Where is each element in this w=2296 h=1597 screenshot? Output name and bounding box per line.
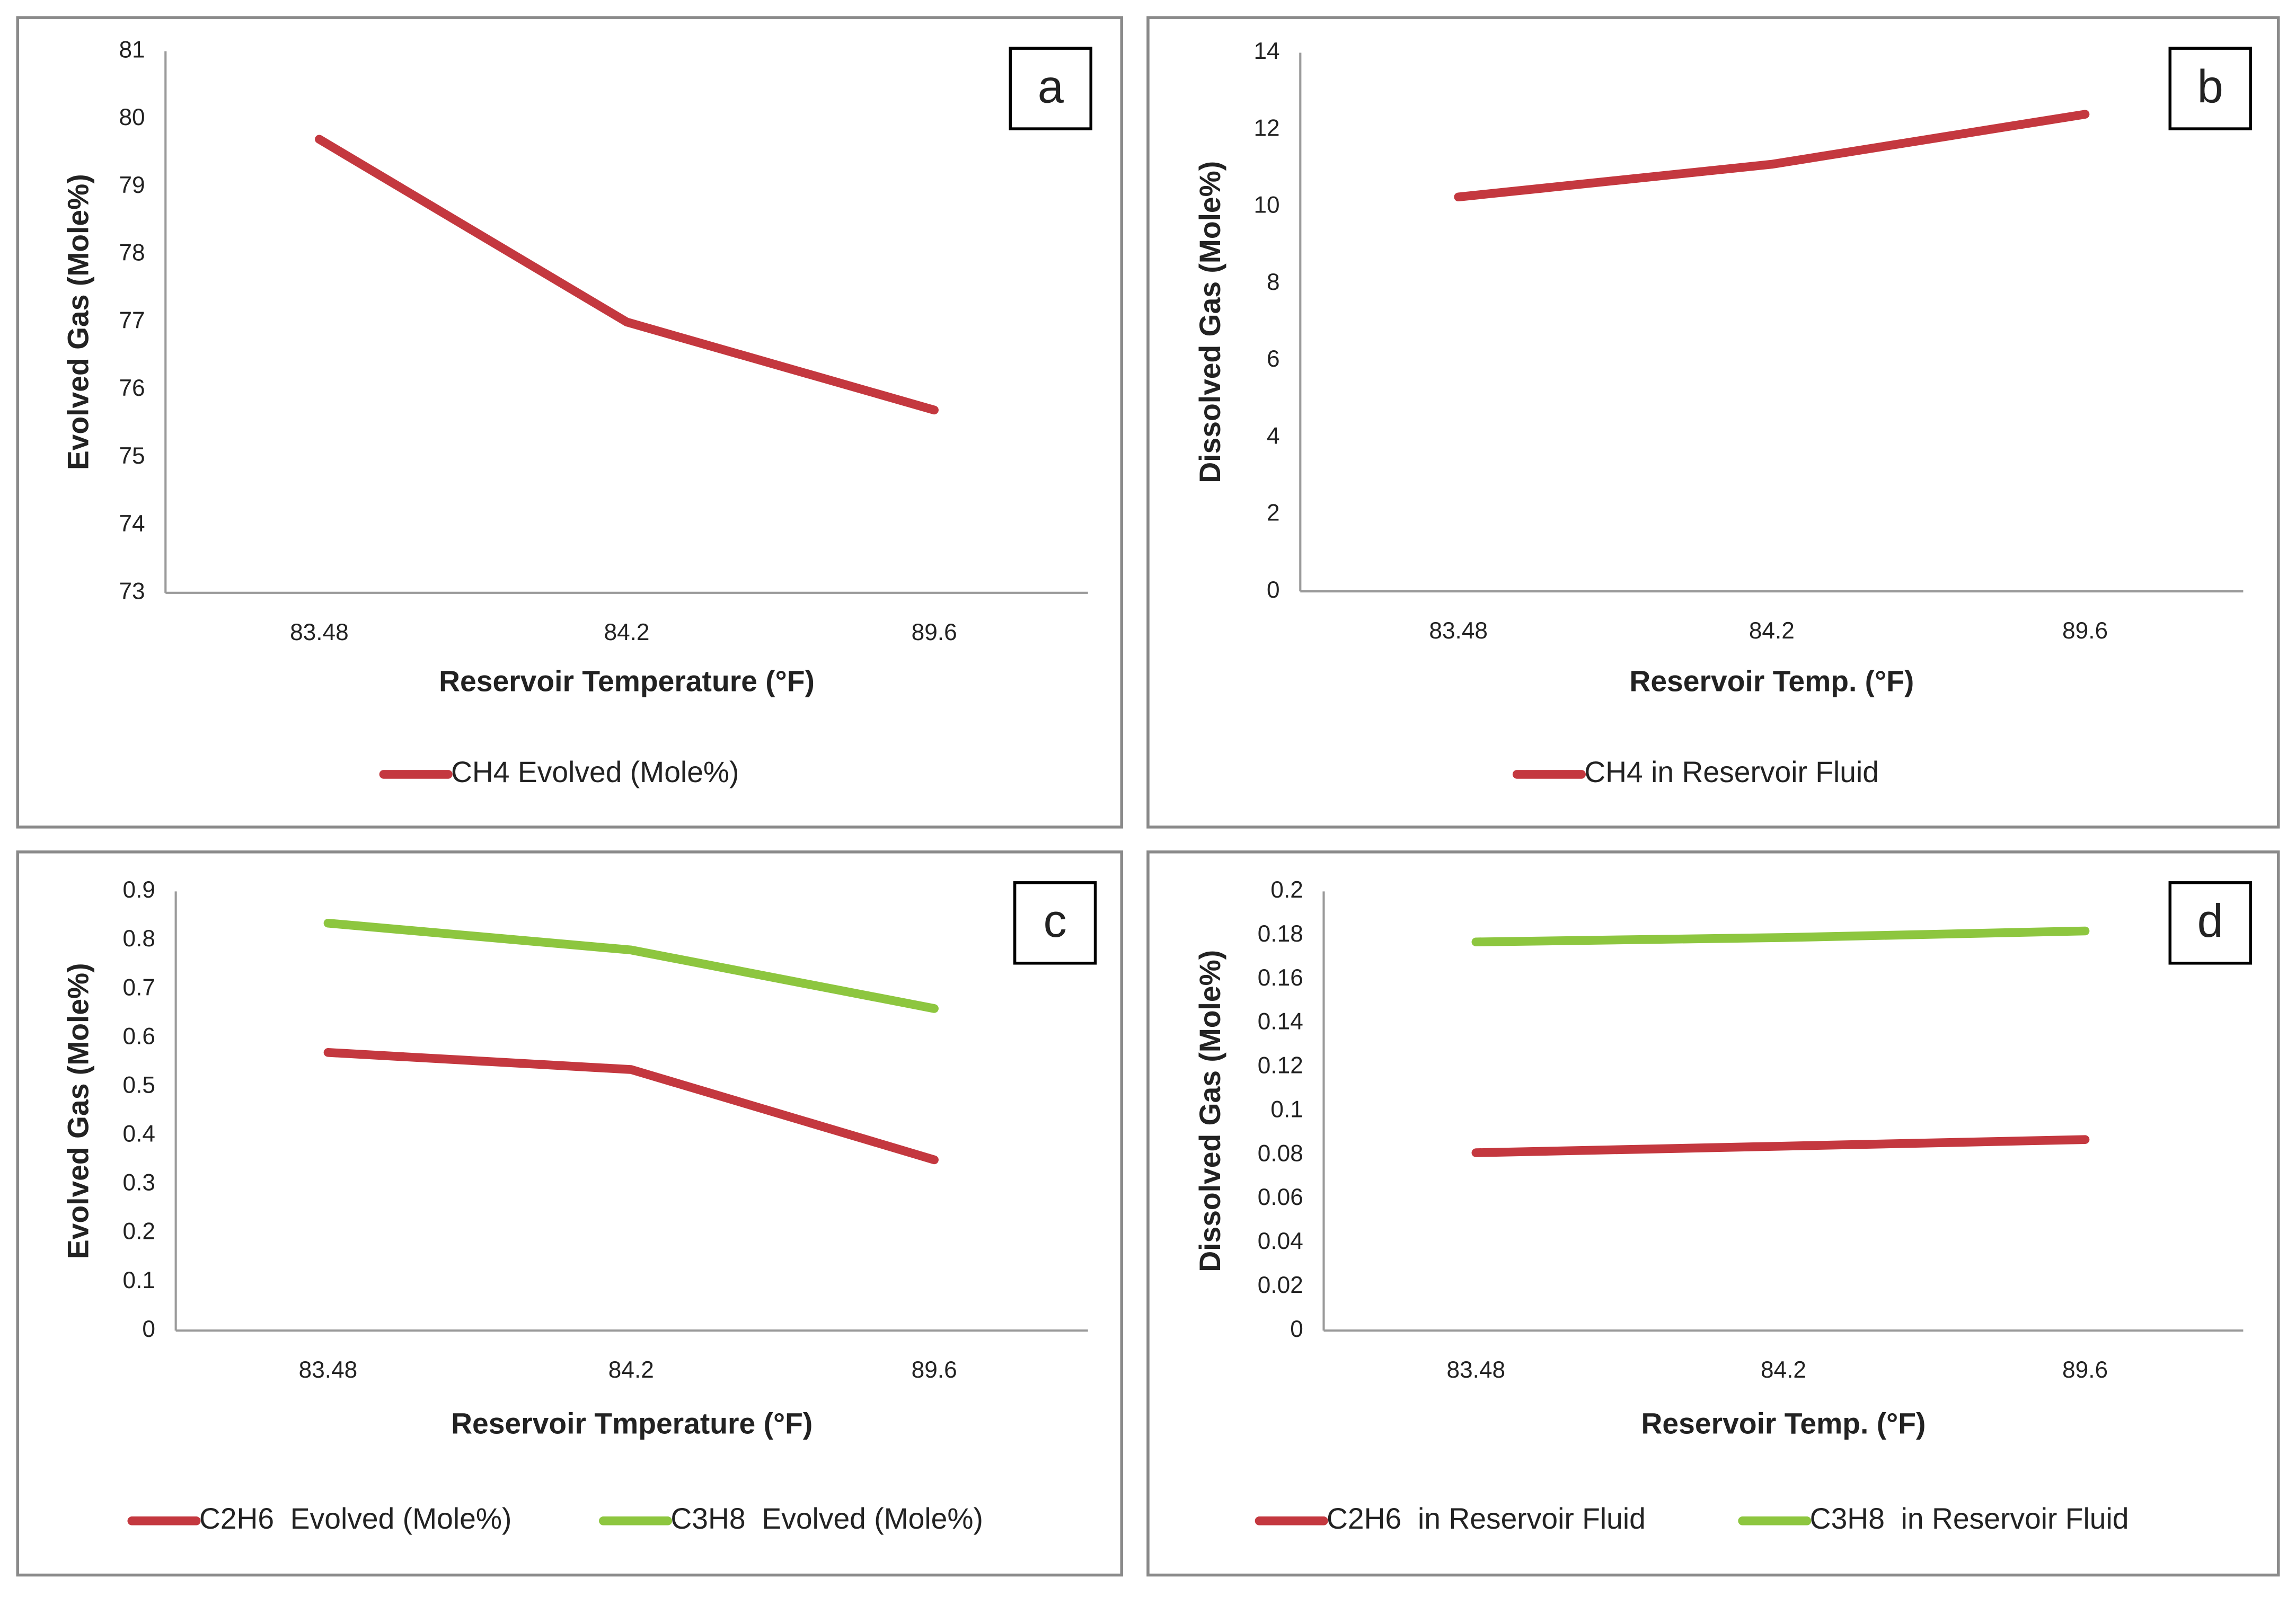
y-tick-label: 0.12 bbox=[1258, 1053, 1303, 1079]
chart-panel: 0 0.02 0.04 0.06 0.08 0.1 0.12 0.14 0.16 0.18 0.2 8… bbox=[1146, 850, 2280, 1577]
x-axis-title: Reservoir Temp. (°F) bbox=[1629, 665, 1914, 698]
x-tick-label: 89.6 bbox=[912, 619, 957, 645]
y-axis-title: Evolved Gas (Mole%) bbox=[62, 963, 95, 1259]
data-line bbox=[1454, 110, 2090, 202]
y-tick-label: 73 bbox=[119, 579, 145, 605]
y-tick-label: 6 bbox=[1267, 346, 1280, 372]
x-tick-label: 84.2 bbox=[608, 1357, 654, 1383]
y-tick-label: 0 bbox=[142, 1316, 155, 1342]
panel-letter: b bbox=[2197, 60, 2223, 112]
x-tick-label: 84.2 bbox=[1749, 618, 1795, 644]
y-tick-label: 10 bbox=[1253, 192, 1279, 218]
y-tick-label: 0.2 bbox=[1270, 877, 1303, 903]
y-tick-label: 81 bbox=[119, 37, 145, 63]
x-tick-label: 83.48 bbox=[1429, 618, 1488, 644]
y-tick-label: 14 bbox=[1253, 38, 1279, 64]
chart-panel: 0 2 4 6 8 10 12 14 83.48 84.2 89.6 Reservoir Temp. … bbox=[1146, 16, 2280, 829]
y-tick-label: 0.18 bbox=[1258, 921, 1303, 947]
y-tick-label: 0.06 bbox=[1258, 1184, 1303, 1210]
panel-border bbox=[16, 16, 1124, 829]
y-tick-label: 80 bbox=[119, 104, 145, 130]
x-tick-label: 89.6 bbox=[2062, 1357, 2108, 1383]
y-tick-label: 0.6 bbox=[123, 1023, 155, 1049]
legend-label: CH4 in Reservoir Fluid bbox=[1584, 756, 1879, 788]
x-tick-label: 83.48 bbox=[299, 1357, 358, 1383]
x-tick-label: 83.48 bbox=[1447, 1357, 1506, 1383]
y-axis-title: Evolved Gas (Mole%) bbox=[62, 174, 95, 470]
y-tick-label: 0.16 bbox=[1258, 965, 1303, 991]
x-axis-title: Reservoir Tmperature (°F) bbox=[451, 1407, 813, 1440]
y-axis-title: Dissolved Gas (Mole%) bbox=[1194, 950, 1226, 1272]
y-tick-label: 0.04 bbox=[1258, 1228, 1303, 1254]
y-tick-label: 78 bbox=[119, 240, 145, 266]
legend-label: C3H8 in Reservoir Fluid bbox=[1810, 1502, 2129, 1535]
panel-border bbox=[16, 850, 1124, 1577]
x-tick-label: 89.6 bbox=[912, 1357, 957, 1383]
panel-border bbox=[1146, 850, 2280, 1577]
panel-letter: c bbox=[1043, 894, 1066, 947]
y-tick-label: 0 bbox=[1267, 577, 1280, 603]
panel-letter-box bbox=[2168, 881, 2253, 965]
x-axis-title: Reservoir Temp. (°F) bbox=[1641, 1407, 1926, 1440]
y-tick-label: 0.9 bbox=[123, 877, 155, 903]
panel-letter-box bbox=[2168, 47, 2253, 130]
y-tick-label: 0.1 bbox=[1270, 1096, 1303, 1122]
legend-label: CH4 Evolved (Mole%) bbox=[451, 756, 739, 788]
y-tick-label: 8 bbox=[1267, 269, 1280, 295]
y-tick-label: 2 bbox=[1267, 500, 1280, 526]
x-tick-label: 83.48 bbox=[290, 619, 349, 645]
data-line bbox=[1471, 926, 2090, 947]
y-tick-label: 0.3 bbox=[123, 1170, 155, 1196]
y-tick-label: 75 bbox=[119, 443, 145, 469]
data-line bbox=[1471, 1135, 2090, 1157]
y-tick-label: 0.1 bbox=[123, 1267, 155, 1293]
y-tick-label: 0.4 bbox=[123, 1121, 155, 1147]
y-axis-title: Dissolved Gas (Mole%) bbox=[1194, 161, 1226, 483]
y-tick-label: 4 bbox=[1267, 423, 1280, 449]
y-tick-label: 0.02 bbox=[1258, 1272, 1303, 1298]
panel-letter: d bbox=[2197, 894, 2223, 947]
x-tick-label: 84.2 bbox=[1761, 1357, 1806, 1383]
panel-letter-box bbox=[1009, 47, 1093, 130]
chart-panel: 0 0.1 0.2 0.3 0.4 0.5 0.6 0.7 0.8 0.9 83.48 84.2 89.… bbox=[16, 850, 1124, 1577]
y-tick-label: 76 bbox=[119, 375, 145, 401]
y-tick-label: 79 bbox=[119, 172, 145, 198]
data-line bbox=[323, 1048, 939, 1165]
legend-label: C2H6 Evolved (Mole%) bbox=[199, 1502, 512, 1535]
chart-panel: 73 74 75 76 77 78 79 80 81 83.48 84.2 89.6 Reservoir… bbox=[16, 16, 1124, 829]
x-tick-label: 84.2 bbox=[604, 619, 650, 645]
y-tick-label: 0.5 bbox=[123, 1072, 155, 1098]
legend-label: C2H6 in Reservoir Fluid bbox=[1327, 1502, 1646, 1535]
x-tick-label: 89.6 bbox=[2062, 618, 2108, 644]
legend-label: C3H8 Evolved (Mole%) bbox=[670, 1502, 983, 1535]
x-axis-title: Reservoir Temperature (°F) bbox=[439, 665, 815, 698]
y-tick-label: 0.14 bbox=[1258, 1009, 1303, 1035]
y-tick-label: 0.2 bbox=[123, 1219, 155, 1245]
y-tick-label: 12 bbox=[1253, 115, 1279, 141]
y-tick-label: 0.8 bbox=[123, 926, 155, 952]
panel-border bbox=[1146, 16, 2280, 829]
panel-letter: a bbox=[1038, 60, 1064, 112]
y-tick-label: 0 bbox=[1290, 1316, 1303, 1342]
data-line bbox=[323, 918, 939, 1013]
y-tick-label: 0.08 bbox=[1258, 1140, 1303, 1166]
panel-letter-box bbox=[1013, 881, 1097, 965]
data-line bbox=[315, 135, 939, 415]
y-tick-label: 74 bbox=[119, 511, 145, 537]
y-tick-label: 0.7 bbox=[123, 974, 155, 1000]
y-tick-label: 77 bbox=[119, 307, 145, 333]
